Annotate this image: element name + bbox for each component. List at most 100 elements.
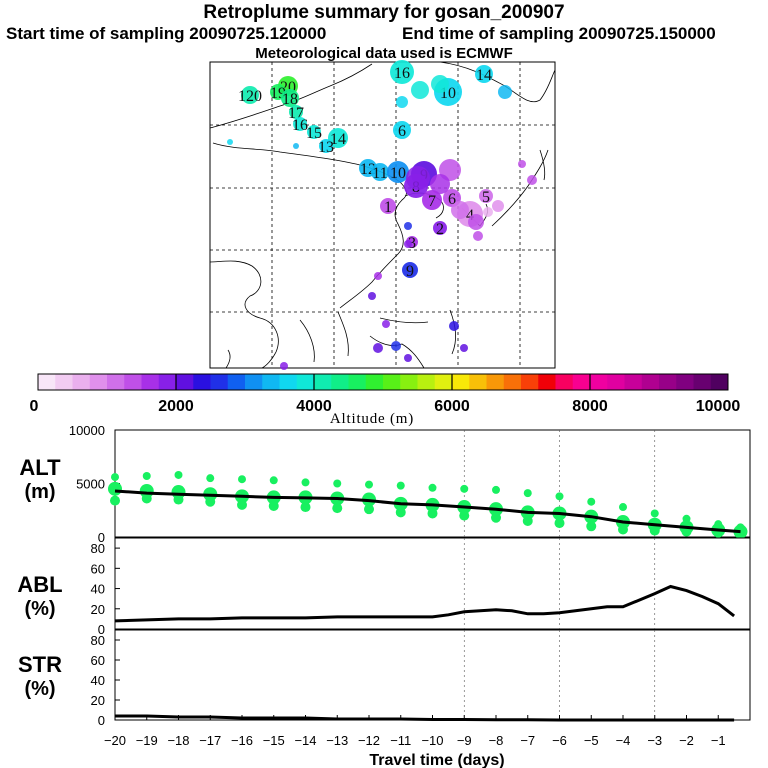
plume-point	[433, 221, 447, 235]
x-tick-label: −3	[647, 733, 662, 748]
alt-spread-point	[491, 512, 501, 523]
colorbar-tick-labels: 0 2000 4000 6000 8000 10000	[30, 374, 741, 415]
colorbar-swatch	[452, 374, 470, 390]
y-tick-label: 0	[98, 530, 105, 545]
x-tick-label: −1	[711, 733, 726, 748]
plume-point	[498, 85, 512, 99]
x-tick-label: −9	[457, 733, 472, 748]
colorbar-swatch	[296, 374, 315, 390]
alt-spread-point	[587, 497, 596, 506]
y-tick-label: 80	[91, 633, 105, 648]
y-tick-label: 20	[91, 693, 105, 708]
colorbar-swatch	[193, 374, 211, 390]
x-tick-label: −20	[104, 733, 126, 748]
alt-spread-point	[300, 502, 311, 513]
end-time-label: End time of sampling 20090725.150000	[402, 24, 716, 43]
x-tick-label: −19	[136, 733, 158, 748]
plume-point	[492, 200, 504, 212]
plume-point	[468, 214, 484, 230]
colorbar-swatch	[590, 374, 608, 390]
colorbar-swatch	[314, 374, 332, 390]
x-tick-label: −4	[616, 733, 631, 748]
alt-spread-point	[428, 483, 437, 492]
colorbar-swatch	[693, 374, 712, 390]
alt-spread-point	[650, 509, 659, 518]
alt-spread-point	[586, 521, 597, 532]
plume-point-label: 14	[330, 131, 346, 148]
plume-point-label: 18	[282, 91, 298, 108]
alt-spread-point	[142, 472, 151, 481]
plume-point	[402, 262, 418, 278]
plume-point	[374, 272, 382, 280]
plume-point	[280, 362, 288, 370]
colorbar-swatch	[555, 374, 574, 390]
plume-point	[390, 60, 414, 84]
x-tick-label: −11	[390, 733, 411, 748]
plume-point	[404, 354, 412, 362]
plume-point	[373, 343, 383, 353]
alt-spread-point	[173, 494, 184, 505]
alt-spread-point	[365, 480, 373, 489]
colorbar-label: Altitude (m)	[330, 411, 414, 427]
alt-spread-point	[111, 473, 119, 482]
alt-spread-point	[206, 474, 215, 483]
colorbar-swatch	[176, 374, 194, 390]
plume-point	[328, 128, 348, 148]
colorbar-swatch	[245, 374, 263, 390]
y-tick-label: 0	[98, 622, 105, 637]
meteorological-data-label: Meteorological data used is ECMWF	[255, 45, 513, 62]
alt-spread-point	[333, 479, 342, 488]
alt-spread-point	[619, 503, 627, 512]
plume-point	[281, 89, 299, 107]
plume-point-label: 5	[482, 189, 490, 206]
colorbar-swatch	[158, 374, 177, 390]
x-tick-label: −15	[263, 733, 285, 748]
colorbar-swatch	[89, 374, 108, 390]
altitude-colorbar: 0 2000 4000 6000 8000 10000 Altitude (m)	[30, 373, 741, 427]
plume-point	[241, 86, 259, 104]
alt-spread-point	[492, 485, 500, 494]
plume-point-label: 7	[428, 193, 436, 210]
colorbar-tick-label: 0	[30, 398, 39, 415]
colorbar-tick-label: 10000	[696, 398, 741, 415]
x-tick-label: −2	[679, 733, 694, 748]
x-tick-label: −7	[520, 733, 535, 748]
colorbar-swatches	[38, 374, 729, 390]
panel-y-unit: (m)	[24, 481, 55, 503]
colorbar-swatch	[538, 374, 556, 390]
colorbar-swatch	[331, 374, 349, 390]
panel-frame	[114, 629, 751, 721]
alt-spread-point	[174, 470, 183, 479]
y-tick-label: 10000	[69, 423, 105, 438]
plume-point	[483, 207, 493, 217]
y-tick-label: 0	[98, 713, 105, 728]
colorbar-swatch	[107, 374, 125, 390]
plume-point	[293, 143, 299, 149]
y-tick-label: 40	[91, 582, 105, 597]
alt-spread-point	[301, 478, 310, 487]
plume-point-label: 4	[466, 207, 474, 224]
chart-title: Retroplume summary for gosan_200907	[203, 2, 565, 23]
plume-point	[473, 231, 483, 241]
colorbar-swatch	[227, 374, 246, 390]
plume-point	[527, 175, 537, 185]
plume-point-label: 10	[390, 165, 406, 182]
alt-spread-point	[332, 503, 343, 514]
plume-point-label: 1	[384, 199, 392, 216]
plume-point-label: 120	[238, 88, 262, 105]
y-tick-label: 20	[91, 602, 105, 617]
alt-spread-point	[268, 500, 279, 511]
alt-spread-point	[395, 507, 406, 518]
colorbar-swatch	[607, 374, 625, 390]
x-tick-label: −16	[231, 733, 253, 748]
alt-spread-point	[364, 504, 374, 515]
plume-point	[518, 160, 526, 168]
colorbar-swatch	[469, 374, 487, 390]
colorbar-swatch	[38, 374, 56, 390]
plume-point	[293, 117, 307, 131]
map-frame	[209, 61, 556, 369]
x-tick-label: −13	[326, 733, 348, 748]
colorbar-tick-label: 6000	[434, 398, 470, 415]
y-tick-label: 60	[91, 561, 105, 576]
y-tick-label: 60	[91, 653, 105, 668]
